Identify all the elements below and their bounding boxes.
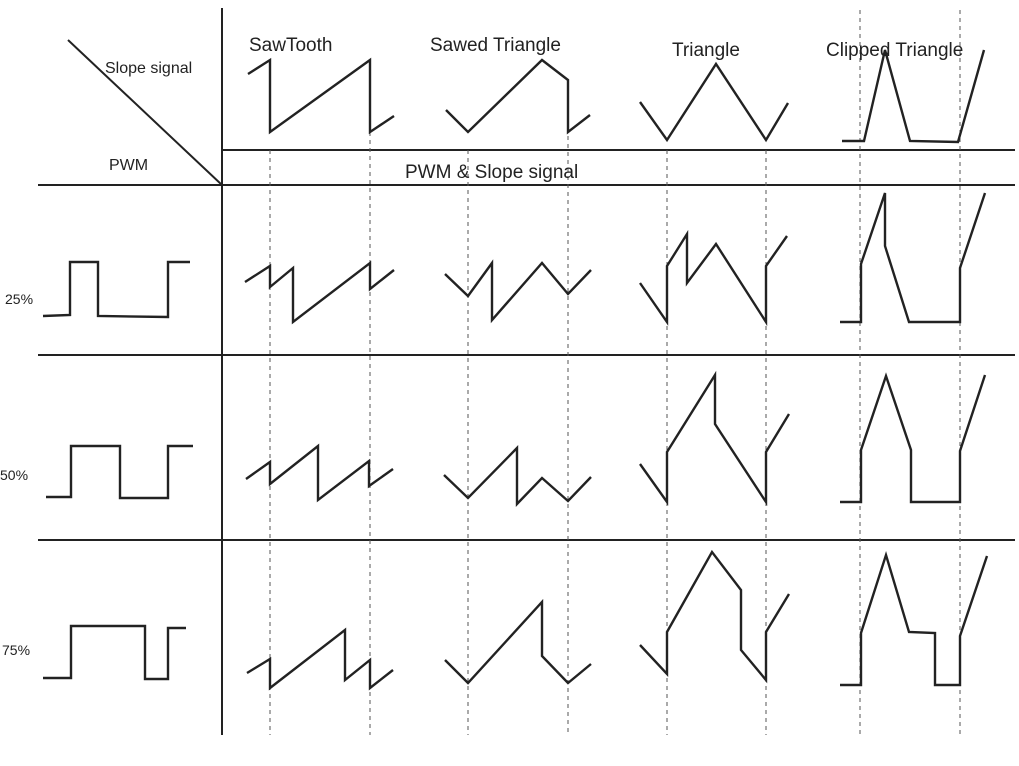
waveform-clipped-triangle	[842, 49, 986, 144]
row-label-50: 50%	[0, 467, 28, 483]
corner-diagonal	[67, 39, 223, 186]
waveform-triangle	[639, 61, 790, 143]
combined-25-sawed-triangle	[444, 259, 592, 324]
combined-75-sawtooth	[246, 627, 394, 691]
combined-75-clipped-triangle	[840, 550, 989, 687]
pwm-75-waveform	[43, 624, 186, 681]
grid-lines	[38, 8, 1015, 735]
column-header-triangle: Triangle	[672, 40, 740, 61]
corner-top-label: Slope signal	[105, 60, 192, 77]
combined-50-sawed-triangle	[443, 445, 592, 507]
pwm-50-waveform	[46, 444, 193, 500]
corner-bottom-label: PWM	[109, 157, 148, 174]
pwm-25-waveform	[42, 260, 190, 319]
header-band-label: PWM & Slope signal	[405, 162, 578, 183]
period-guides	[269, 10, 961, 735]
combined-25-triangle	[639, 229, 788, 327]
column-header-clipped-triangle: Clipped Triangle	[826, 40, 963, 61]
combined-50-sawtooth	[245, 443, 394, 503]
waveform-sawed-triangle	[445, 58, 591, 135]
row-label-25: 25%	[5, 291, 33, 307]
combined-25-clipped-triangle	[840, 192, 987, 324]
column-header-sawed-triangle: Sawed Triangle	[430, 35, 561, 56]
combined-75-triangle	[639, 549, 791, 684]
combined-75-sawed-triangle	[444, 598, 592, 685]
combined-25-sawtooth	[244, 260, 395, 325]
combined-50-triangle	[639, 370, 791, 507]
combined-50-clipped-triangle	[840, 372, 987, 504]
waveform-sawtooth	[247, 57, 395, 135]
row-label-75: 75%	[2, 642, 30, 658]
column-header-sawtooth: SawTooth	[249, 35, 332, 56]
